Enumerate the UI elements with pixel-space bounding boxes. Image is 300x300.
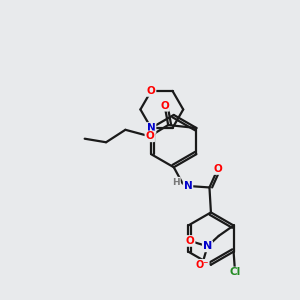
Text: O: O <box>147 86 155 96</box>
Text: O: O <box>186 236 195 246</box>
Text: O: O <box>213 164 222 174</box>
Text: N: N <box>147 123 155 133</box>
Text: O: O <box>160 101 169 111</box>
Text: Cl: Cl <box>230 268 241 278</box>
Text: N: N <box>203 241 212 251</box>
Text: O⁻: O⁻ <box>195 260 209 270</box>
Text: N: N <box>184 181 192 191</box>
Text: H: H <box>172 178 180 187</box>
Text: O: O <box>146 131 154 141</box>
